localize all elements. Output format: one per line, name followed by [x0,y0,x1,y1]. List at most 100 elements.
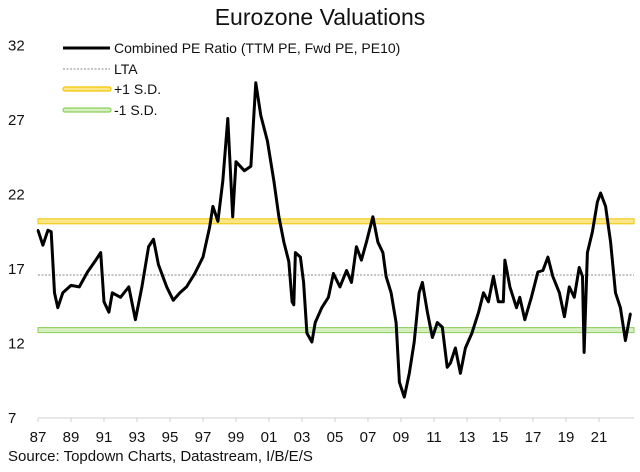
pe-data-point [211,205,215,208]
x-tick-label: 19 [558,429,575,446]
pe-data-point [394,321,398,324]
pe-data-point [426,311,429,314]
y-tick-label: 27 [8,112,25,129]
x-tick-label: 95 [162,429,179,446]
pe-data-point [102,300,106,303]
pe-data-point [417,291,421,295]
pe-data-point [140,285,144,289]
pe-data-point [272,179,276,183]
pe-data-point [515,306,518,309]
pe-data-point [629,312,632,315]
pe-data-point [464,346,467,350]
pe-data-point [389,291,393,295]
source-note: Source: Topdown Charts, Datastream, I/B/… [8,448,313,465]
y-tick-label: 12 [8,336,25,353]
pe-data-point [221,179,224,183]
pe-data-point [446,366,449,369]
pe-data-point [376,240,380,244]
pe-data-point [413,340,416,344]
pe-data-point [111,291,114,295]
pe-data-point [558,291,561,295]
pe-data-point [41,243,45,247]
pe-data-point [609,240,612,244]
x-tick-label: 17 [525,429,542,446]
pe-data-point [193,272,196,275]
pe-data-point [614,291,617,295]
pe-data-point [78,285,81,289]
pe-data-point [231,215,234,219]
pe-data-point [294,251,297,254]
pe-data-point [459,372,462,375]
y-tick-label: 22 [8,187,25,204]
pe-data-point [477,311,480,314]
pe-data-point [482,291,485,295]
pe-data-point [254,81,257,84]
pe-data-point [216,220,220,223]
y-tick-label: 32 [8,38,25,55]
pe-data-point [523,318,526,321]
pe-data-point [403,395,406,399]
pe-data-point [320,306,323,309]
pe-data-point [355,245,358,248]
minus-sd-band [37,327,635,334]
pe-ratio-line [36,81,632,399]
pe-data-point [172,299,175,302]
plus-sd-band [37,218,635,225]
pe-data-point [147,245,150,248]
pe-data-point [99,251,102,254]
pe-data-point [50,230,53,233]
pe-data-point [305,331,309,335]
pe-data-point [314,321,317,324]
y-tick-label: 7 [8,410,16,427]
pe-data-point [277,215,281,219]
pe-data-point [421,281,424,284]
pe-data-point [310,340,314,344]
pe-data-point [107,311,111,314]
pe-data-point [338,285,342,289]
pe-data-point [436,321,439,324]
pe-data-point [94,258,97,262]
x-tick-label: 13 [459,429,476,446]
pe-data-point [302,281,305,284]
pe-data-point [449,361,452,365]
pe-data-point [201,255,205,259]
pe-data-point [384,275,388,278]
pe-data-point [470,331,474,335]
y-tick-label: 17 [8,261,25,278]
pe-data-point [287,260,290,263]
pe-data-point [36,229,40,232]
pe-data-point [46,229,50,232]
pe-data-point [292,303,295,306]
pe-data-point [502,300,505,303]
pe-data-point [345,269,348,272]
pe-data-point [69,284,73,287]
pe-data-point [360,258,363,262]
pe-data-point [165,285,168,289]
pe-data-point [119,296,122,299]
x-tick-label: 03 [294,429,311,446]
pe-data-point [551,275,554,278]
pe-data-point [252,109,256,113]
x-tick-label: 05 [327,429,344,446]
pe-data-point [624,339,627,342]
pe-data-point [582,351,586,354]
legend: Combined PE Ratio (TTM PE, Fwd PE, PE10)… [62,40,400,118]
pe-data-point [454,346,457,350]
pe-data-point [249,164,253,168]
pe-data-point [431,336,434,339]
x-tick-label: 89 [63,429,80,446]
pe-data-point [541,269,545,272]
pe-data-point [299,255,302,259]
pe-data-point [282,240,286,244]
x-tick-label: 15 [492,429,509,446]
x-tick-label: 21 [591,429,608,446]
x-tick-label: 09 [393,429,410,446]
legend-label-pe: Combined PE Ratio (TTM PE, Fwd PE, PE10) [114,40,400,56]
pe-data-point [290,300,294,303]
pe-data-point [208,226,211,229]
pe-data-point [586,251,589,254]
x-tick-label: 01 [261,429,278,446]
pe-data-point [266,139,269,143]
legend-label-lta: LTA [114,61,138,77]
